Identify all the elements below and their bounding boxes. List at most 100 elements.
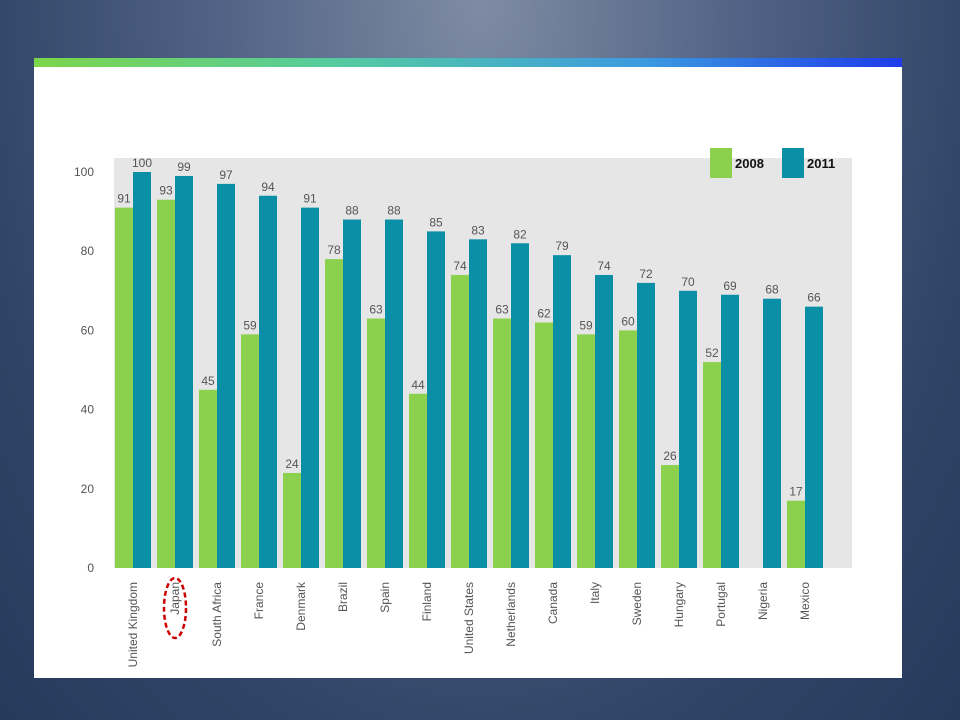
bar-2008	[577, 334, 595, 568]
value-label: 93	[159, 184, 173, 198]
value-label: 59	[579, 318, 593, 332]
legend-label: 2011	[807, 156, 835, 171]
bar-2008	[451, 274, 469, 568]
value-label: 78	[327, 243, 341, 257]
value-label: 60	[621, 314, 635, 328]
bar-2011	[343, 219, 361, 568]
bar-2011	[595, 274, 613, 568]
bar-2008	[619, 330, 637, 568]
bar-2011	[133, 172, 151, 568]
value-label: 45	[201, 374, 215, 388]
bar-2011	[385, 219, 403, 568]
bar-2008	[787, 500, 805, 568]
bar-2011	[679, 290, 697, 568]
value-label: 99	[177, 160, 191, 174]
value-label: 82	[513, 227, 527, 241]
y-tick-label: 60	[81, 323, 95, 337]
value-label: 79	[555, 239, 569, 253]
value-label: 52	[705, 346, 719, 360]
y-tick-label: 20	[81, 482, 95, 496]
bar-2011	[721, 294, 739, 568]
bar-2011	[511, 243, 529, 568]
value-label: 66	[807, 291, 821, 305]
category-label: United Kingdom	[126, 582, 140, 667]
value-label: 88	[345, 204, 359, 218]
bar-2011	[469, 239, 487, 568]
category-label: Italy	[588, 582, 602, 604]
slide-card: 0 20 40 60 80 100 91 100 93 99 45 97 59 94 24 91 78 88 63…	[34, 58, 902, 678]
bar-2008	[115, 207, 133, 568]
value-label: 83	[471, 223, 485, 237]
value-label: 68	[765, 283, 779, 297]
bar-2008	[283, 472, 301, 568]
bar-2011	[763, 298, 781, 568]
value-label: 63	[369, 303, 383, 317]
legend-label: 2008	[735, 156, 764, 171]
category-label: Hungary	[672, 582, 686, 627]
bar-2011	[217, 183, 235, 568]
legend: 2008 2011	[710, 148, 835, 178]
value-label: 100	[132, 156, 152, 170]
category-label: Finland	[420, 582, 434, 621]
value-label: 97	[219, 168, 233, 182]
category-labels: United Kingdom Japan South Africa France Den…	[126, 581, 812, 667]
bar-2011	[175, 175, 193, 568]
bar-2008	[367, 318, 385, 568]
legend-swatch-2008	[710, 148, 732, 178]
value-label: 69	[723, 279, 737, 293]
value-label: 74	[597, 259, 611, 273]
title-accent-bar	[34, 58, 902, 67]
bar-2008	[409, 393, 427, 568]
bar-2008	[493, 318, 511, 568]
bar-2011	[805, 306, 823, 568]
value-label: 59	[243, 318, 257, 332]
value-label: 62	[537, 306, 551, 320]
highlight-ellipse	[162, 576, 188, 640]
value-label: 88	[387, 204, 401, 218]
category-label: United States	[462, 582, 476, 654]
category-label: Brazil	[336, 582, 350, 612]
bar-2008	[241, 334, 259, 568]
bar-2008	[157, 199, 175, 568]
category-label: Netherlands	[504, 582, 518, 647]
annotations	[162, 576, 188, 640]
value-label: 91	[303, 192, 317, 206]
bar-2008	[199, 389, 217, 568]
value-label: 91	[117, 192, 131, 206]
bar-chart: 0 20 40 60 80 100 91 100 93 99 45 97 59 94 24 91 78 88 63…	[74, 148, 852, 667]
y-axis: 0 20 40 60 80 100	[74, 165, 94, 575]
y-tick-label: 0	[87, 561, 94, 575]
bar-2011	[259, 195, 277, 568]
bar-2008	[535, 322, 553, 568]
category-label: Japan	[168, 582, 182, 615]
category-label: Mexico	[798, 582, 812, 620]
value-label: 94	[261, 180, 275, 194]
category-label: Nigeria	[756, 582, 770, 620]
value-label: 85	[429, 215, 443, 229]
value-label: 70	[681, 275, 695, 289]
category-label: France	[252, 582, 266, 620]
y-tick-label: 100	[74, 165, 94, 179]
value-label: 26	[663, 449, 677, 463]
category-label: Denmark	[294, 581, 308, 631]
category-label: Sweden	[630, 582, 644, 625]
y-tick-label: 40	[81, 403, 95, 417]
bar-2008	[325, 259, 343, 568]
bar-2011	[637, 282, 655, 568]
y-tick-label: 80	[81, 244, 95, 258]
category-label: Canada	[546, 582, 560, 624]
bars	[115, 172, 823, 568]
bar-2008	[703, 362, 721, 568]
category-label: Portugal	[714, 582, 728, 627]
bar-2011	[553, 255, 571, 568]
bar-2008	[661, 465, 679, 568]
bar-2011	[427, 231, 445, 568]
category-label: Spain	[378, 582, 392, 613]
value-label: 24	[285, 457, 299, 471]
category-label: South Africa	[210, 582, 224, 647]
bar-2011	[301, 207, 319, 568]
value-label: 72	[639, 267, 653, 281]
value-label: 17	[789, 485, 803, 499]
value-label: 63	[495, 303, 509, 317]
value-labels: 91 100 93 99 45 97 59 94 24 91 78 88 63 88 44 85 74 83 63 8…	[117, 156, 821, 499]
